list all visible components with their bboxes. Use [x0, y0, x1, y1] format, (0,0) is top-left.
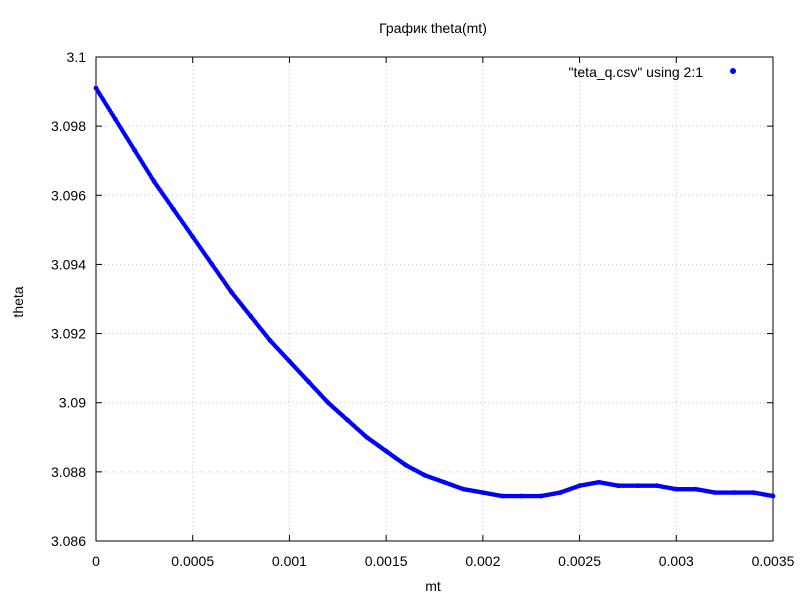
legend: "teta_q.csv" using 2:1: [569, 64, 736, 80]
y-tick-label: 3.092: [51, 326, 86, 342]
data-point: [577, 483, 582, 489]
data-point: [480, 490, 486, 495]
data-point: [596, 479, 602, 485]
data-point: [731, 490, 737, 495]
data-point: [770, 493, 776, 499]
y-tick-label: 3.096: [51, 187, 86, 203]
data-point: [364, 434, 370, 440]
y-tick-labels: 3.086 3.088 3.09 3.092 3.094 3.096 3.098 3.1: [51, 49, 86, 549]
y-tick-label: 3.086: [51, 533, 86, 549]
ticks: [95, 56, 774, 542]
grid: [96, 57, 773, 541]
x-tick-label: 0.003: [659, 553, 694, 569]
data-point: [190, 234, 196, 240]
data-point: [519, 493, 524, 499]
x-tick-labels: 0 0.0005 0.001 0.0015 0.002 0.0025 0.003 0.0035: [92, 553, 795, 569]
data-point: [112, 116, 118, 122]
data-point: [654, 483, 660, 489]
legend-label: "teta_q.csv" using 2:1: [569, 64, 704, 80]
x-tick-label: 0.0035: [752, 553, 795, 569]
data-point: [615, 483, 621, 489]
data-point: [557, 490, 563, 495]
data-point: [751, 490, 757, 495]
data-point: [209, 262, 215, 267]
legend-marker: [730, 68, 736, 74]
data-point: [170, 206, 176, 212]
data-point: [151, 179, 157, 184]
data-point: [383, 448, 389, 454]
x-tick-label: 0.0025: [558, 553, 601, 569]
data-point: [441, 479, 447, 485]
data-point: [93, 85, 99, 91]
y-axis-title: theta: [10, 286, 26, 317]
data-point: [345, 417, 350, 423]
x-tick-label: 0.0005: [171, 553, 214, 569]
data-point: [499, 493, 505, 499]
data-point: [229, 289, 234, 295]
y-tick-label: 3.088: [51, 464, 86, 480]
x-tick-label: 0: [92, 553, 100, 569]
data-point: [267, 338, 273, 343]
data-point: [635, 483, 640, 489]
data-point: [712, 490, 718, 495]
plot-frame: [95, 56, 774, 542]
y-tick-label: 3.094: [51, 256, 86, 272]
data-point: [325, 400, 331, 406]
y-tick-label: 3.1: [67, 49, 87, 65]
data-point: [422, 472, 428, 478]
chart-title: График theta(mt): [379, 20, 487, 36]
data-point: [538, 493, 544, 499]
data-point: [673, 486, 679, 492]
data-point: [693, 486, 699, 492]
data-point: [248, 313, 254, 319]
data-point: [461, 486, 466, 492]
x-tick-label: 0.002: [465, 553, 500, 569]
y-tick-label: 3.098: [51, 118, 86, 134]
x-tick-label: 0.001: [272, 553, 307, 569]
data-point: [132, 147, 138, 153]
x-tick-label: 0.0015: [365, 553, 408, 569]
data-point: [287, 358, 292, 364]
series-group: [93, 85, 776, 499]
x-axis-title: mt: [425, 578, 441, 594]
y-tick-label: 3.09: [59, 395, 86, 411]
data-point: [306, 379, 312, 385]
data-point: [403, 462, 408, 468]
